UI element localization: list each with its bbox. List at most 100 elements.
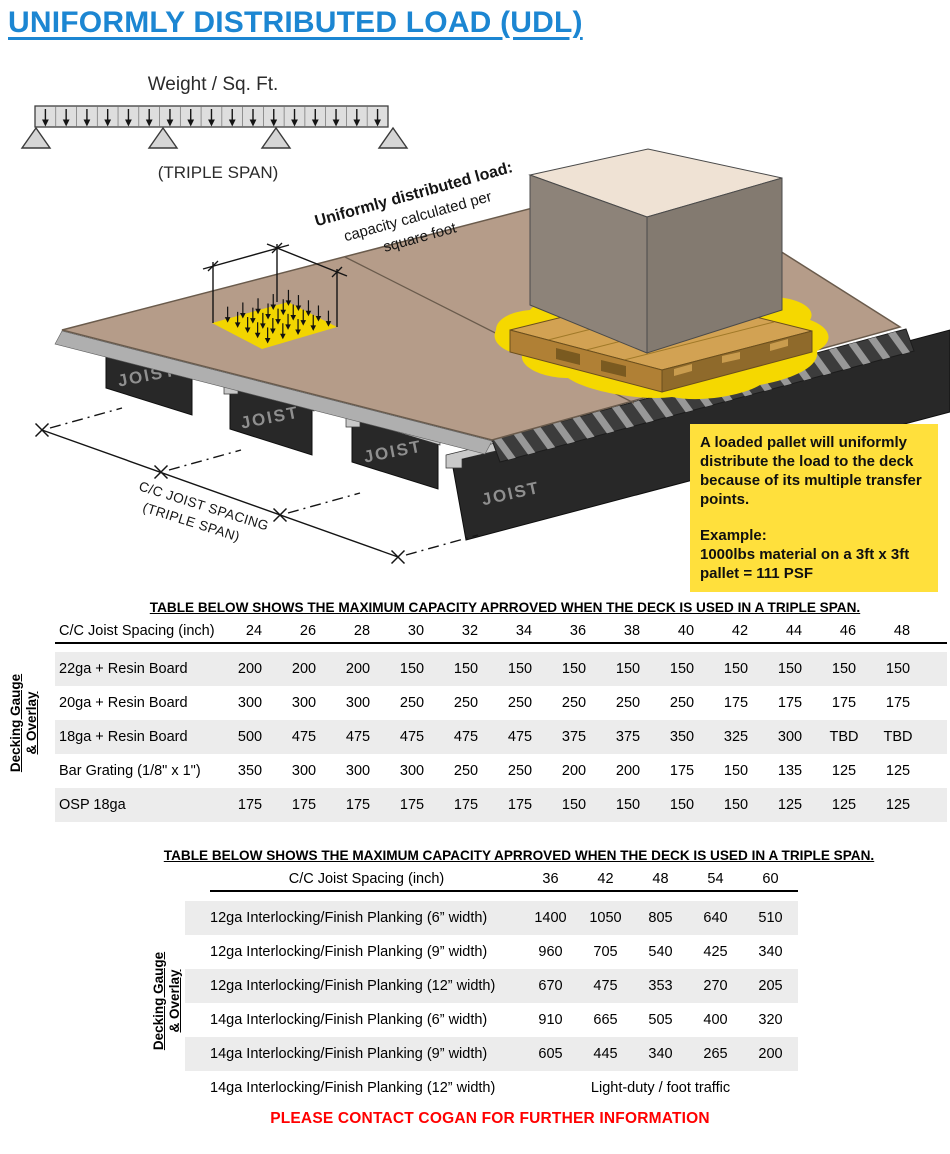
x-mark — [272, 507, 288, 523]
capacity-value: TBD — [883, 729, 913, 745]
capacity-value: 135 — [777, 763, 803, 779]
load-arrow-head — [353, 119, 361, 127]
extension-line — [287, 492, 361, 514]
column-header: 48 — [652, 871, 669, 887]
patch-dim-ticks — [207, 242, 343, 278]
column-header: 60 — [762, 871, 779, 887]
capacity-value: 340 — [648, 1046, 673, 1062]
table-row: Bar Grating (1/8" x 1") 350 300 300 300 250 25… — [55, 754, 947, 788]
table1-header: C/C Joist Spacing (inch) 24 26 28 30 32 34 36 3… — [55, 620, 947, 644]
capacity-value: 475 — [453, 729, 479, 745]
corrugation-rib — [868, 337, 891, 360]
callout-example-line: 1000lbs material on a 3ft x 3ft — [700, 546, 910, 563]
capacity-value: 1050 — [589, 910, 622, 926]
capacity-value: 200 — [237, 661, 263, 677]
load-arrow-head — [270, 119, 278, 127]
capacity-value: 175 — [669, 763, 695, 779]
capacity-value: 475 — [345, 729, 371, 745]
udl-arrow-head — [305, 310, 312, 317]
weight-per-sqft-label: Weight / Sq. Ft. — [148, 74, 279, 95]
capacity-value: 640 — [703, 910, 728, 926]
capacity-value: 125 — [885, 797, 911, 813]
column-header: 36 — [569, 623, 587, 639]
capacity-value: 250 — [561, 695, 587, 711]
capacity-value: 505 — [648, 1012, 673, 1028]
corrugation-rib — [631, 400, 654, 423]
callout-example-line: pallet = 111 PSF — [700, 565, 813, 582]
load-arrow-head — [374, 119, 381, 127]
row-label: 12ga Interlocking/Finish Planking (12” w… — [210, 978, 496, 994]
load-arrow-head — [83, 119, 91, 127]
spacing-dim-line — [41, 429, 399, 558]
row-label: 12ga Interlocking/Finish Planking (6” wi… — [210, 910, 488, 926]
capacity-value: 205 — [758, 978, 783, 994]
udl-arrow-head — [255, 308, 261, 315]
capacity-value: 805 — [648, 910, 673, 926]
load-arrow-head — [166, 119, 174, 127]
capacity-value: 665 — [593, 1012, 618, 1028]
patch-dim-line — [202, 244, 290, 270]
row-label: 14ga Interlocking/Finish Planking (6” wi… — [210, 1012, 488, 1028]
capacity-value: 705 — [593, 944, 618, 960]
capacity-value: 150 — [615, 661, 641, 677]
capacity-value: 425 — [703, 944, 728, 960]
dim-tick — [207, 260, 219, 272]
capacity-value: 910 — [538, 1012, 563, 1028]
capacity-value: 175 — [345, 797, 371, 813]
capacity-value: 300 — [291, 695, 317, 711]
udl-arrow-head — [264, 337, 271, 344]
capacity-value: 960 — [538, 944, 563, 960]
pallet-board-end — [674, 364, 692, 376]
capacity-value: 250 — [507, 763, 533, 779]
capacity-value: 270 — [703, 978, 728, 994]
x-mark — [34, 422, 50, 438]
capacity-value: 445 — [593, 1046, 618, 1062]
corrugation-rib — [592, 411, 615, 434]
capacity-value: 150 — [561, 797, 587, 813]
capacity-value: 300 — [345, 763, 371, 779]
capacity-value: 250 — [399, 695, 425, 711]
extension-line — [405, 534, 479, 556]
corrugation-rib — [611, 405, 634, 429]
capacity-value: 150 — [669, 661, 695, 677]
dim-tick — [271, 242, 283, 254]
table-row: 12ga Interlocking/Finish Planking (9” wi… — [185, 935, 798, 969]
table2: C/C Joist Spacing (inch) 36 42 48 54 60 12ga… — [185, 868, 798, 1105]
capacity-value: 175 — [831, 695, 857, 711]
capacity-value: 475 — [507, 729, 533, 745]
capacity-value: 200 — [291, 661, 317, 677]
capacity-value: 150 — [507, 661, 533, 677]
capacity-value: 175 — [723, 695, 749, 711]
support-triangle — [377, 126, 409, 149]
capacity-value: 200 — [561, 763, 587, 779]
capacity-value: 175 — [291, 797, 317, 813]
table1-side-label: Decking Gauge & Overlay — [8, 673, 39, 773]
load-arrow-head — [125, 119, 132, 127]
column-header: 42 — [597, 871, 614, 887]
capacity-value: 200 — [345, 661, 371, 677]
load-arrow-head — [332, 119, 340, 127]
row-label: 12ga Interlocking/Finish Planking (9” wi… — [210, 944, 488, 960]
footer-notice: PLEASE CONTACT COGAN FOR FURTHER INFORMA… — [270, 1110, 710, 1127]
load-arrow-head — [187, 119, 195, 127]
udl-arrow-head — [244, 327, 251, 334]
capacity-value: 175 — [777, 695, 803, 711]
row-label: 14ga Interlocking/Finish Planking (9” wi… — [210, 1046, 488, 1062]
capacity-value: 175 — [507, 797, 533, 813]
udl-arrow-head — [234, 322, 241, 328]
table-row: 12ga Interlocking/Finish Planking (12” w… — [185, 969, 798, 1003]
table-row: 12ga Interlocking/Finish Planking (6” wi… — [185, 901, 798, 935]
udl-arrow-head — [310, 325, 317, 331]
capacity-value: TBD — [829, 729, 859, 745]
udl-arrow-head — [260, 323, 266, 329]
column-header: 30 — [407, 623, 425, 639]
udl-arrow-head — [265, 313, 271, 320]
capacity-value: 605 — [538, 1046, 563, 1062]
udl-arrow-head — [290, 314, 297, 321]
column-header: 44 — [785, 623, 803, 639]
corrugation-rib — [887, 331, 910, 355]
udl-arrow-head — [295, 305, 302, 312]
capacity-value: 250 — [453, 763, 479, 779]
capacity-value: 150 — [777, 661, 803, 677]
corrugation-rib — [572, 416, 595, 439]
